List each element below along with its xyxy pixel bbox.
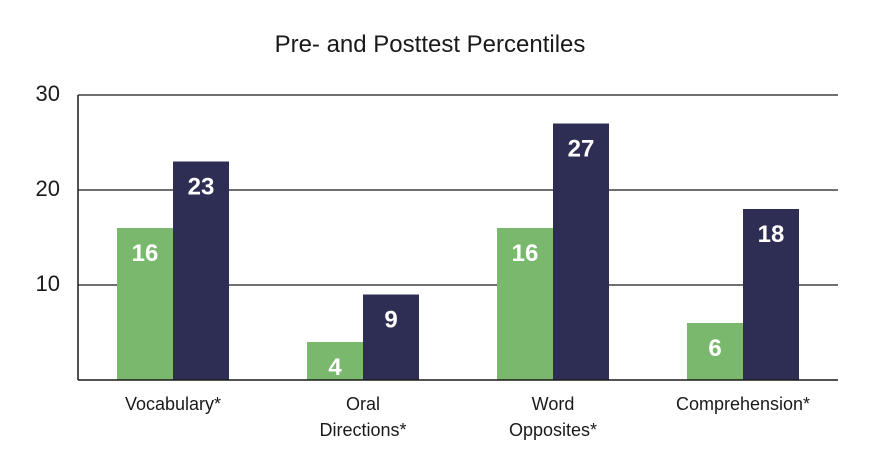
data-label: 4 [328, 354, 342, 381]
category-label: Directions* [319, 420, 406, 440]
bar-series-2-cat-3 [553, 123, 609, 380]
bar-series-2-cat-4 [743, 209, 799, 380]
bar-series-2-cat-2 [363, 294, 419, 380]
bars [117, 123, 799, 380]
bar-series-2-cat-1 [173, 161, 229, 380]
y-tick-label: 10 [36, 271, 60, 296]
data-label: 27 [568, 136, 595, 163]
bar-series-1-cat-4 [687, 323, 743, 380]
data-label: 6 [708, 335, 721, 362]
y-tick-label: 20 [36, 176, 60, 201]
category-label: Comprehension* [676, 394, 810, 414]
bar-series-1-cat-2 [307, 342, 363, 380]
y-axis-ticks: 10 20 30 [36, 81, 60, 296]
data-label: 9 [384, 307, 397, 334]
category-label: Word [532, 394, 575, 414]
bar-series-1-cat-1 [117, 228, 173, 380]
chart-title: Pre- and Posttest Percentiles [275, 31, 586, 58]
category-label: Vocabulary* [125, 394, 221, 414]
value-labels: 16 23 4 9 16 27 6 18 [132, 136, 785, 382]
data-label: 16 [512, 240, 539, 267]
category-labels: Vocabulary* Oral Directions* Word Opposites*… [125, 394, 810, 440]
data-label: 23 [188, 174, 215, 201]
bar-series-1-cat-3 [497, 228, 553, 380]
data-label: 16 [132, 240, 159, 267]
category-label: Opposites* [509, 420, 597, 440]
y-tick-label: 30 [36, 81, 60, 106]
data-label: 18 [758, 221, 785, 248]
category-label: Oral [346, 394, 380, 414]
